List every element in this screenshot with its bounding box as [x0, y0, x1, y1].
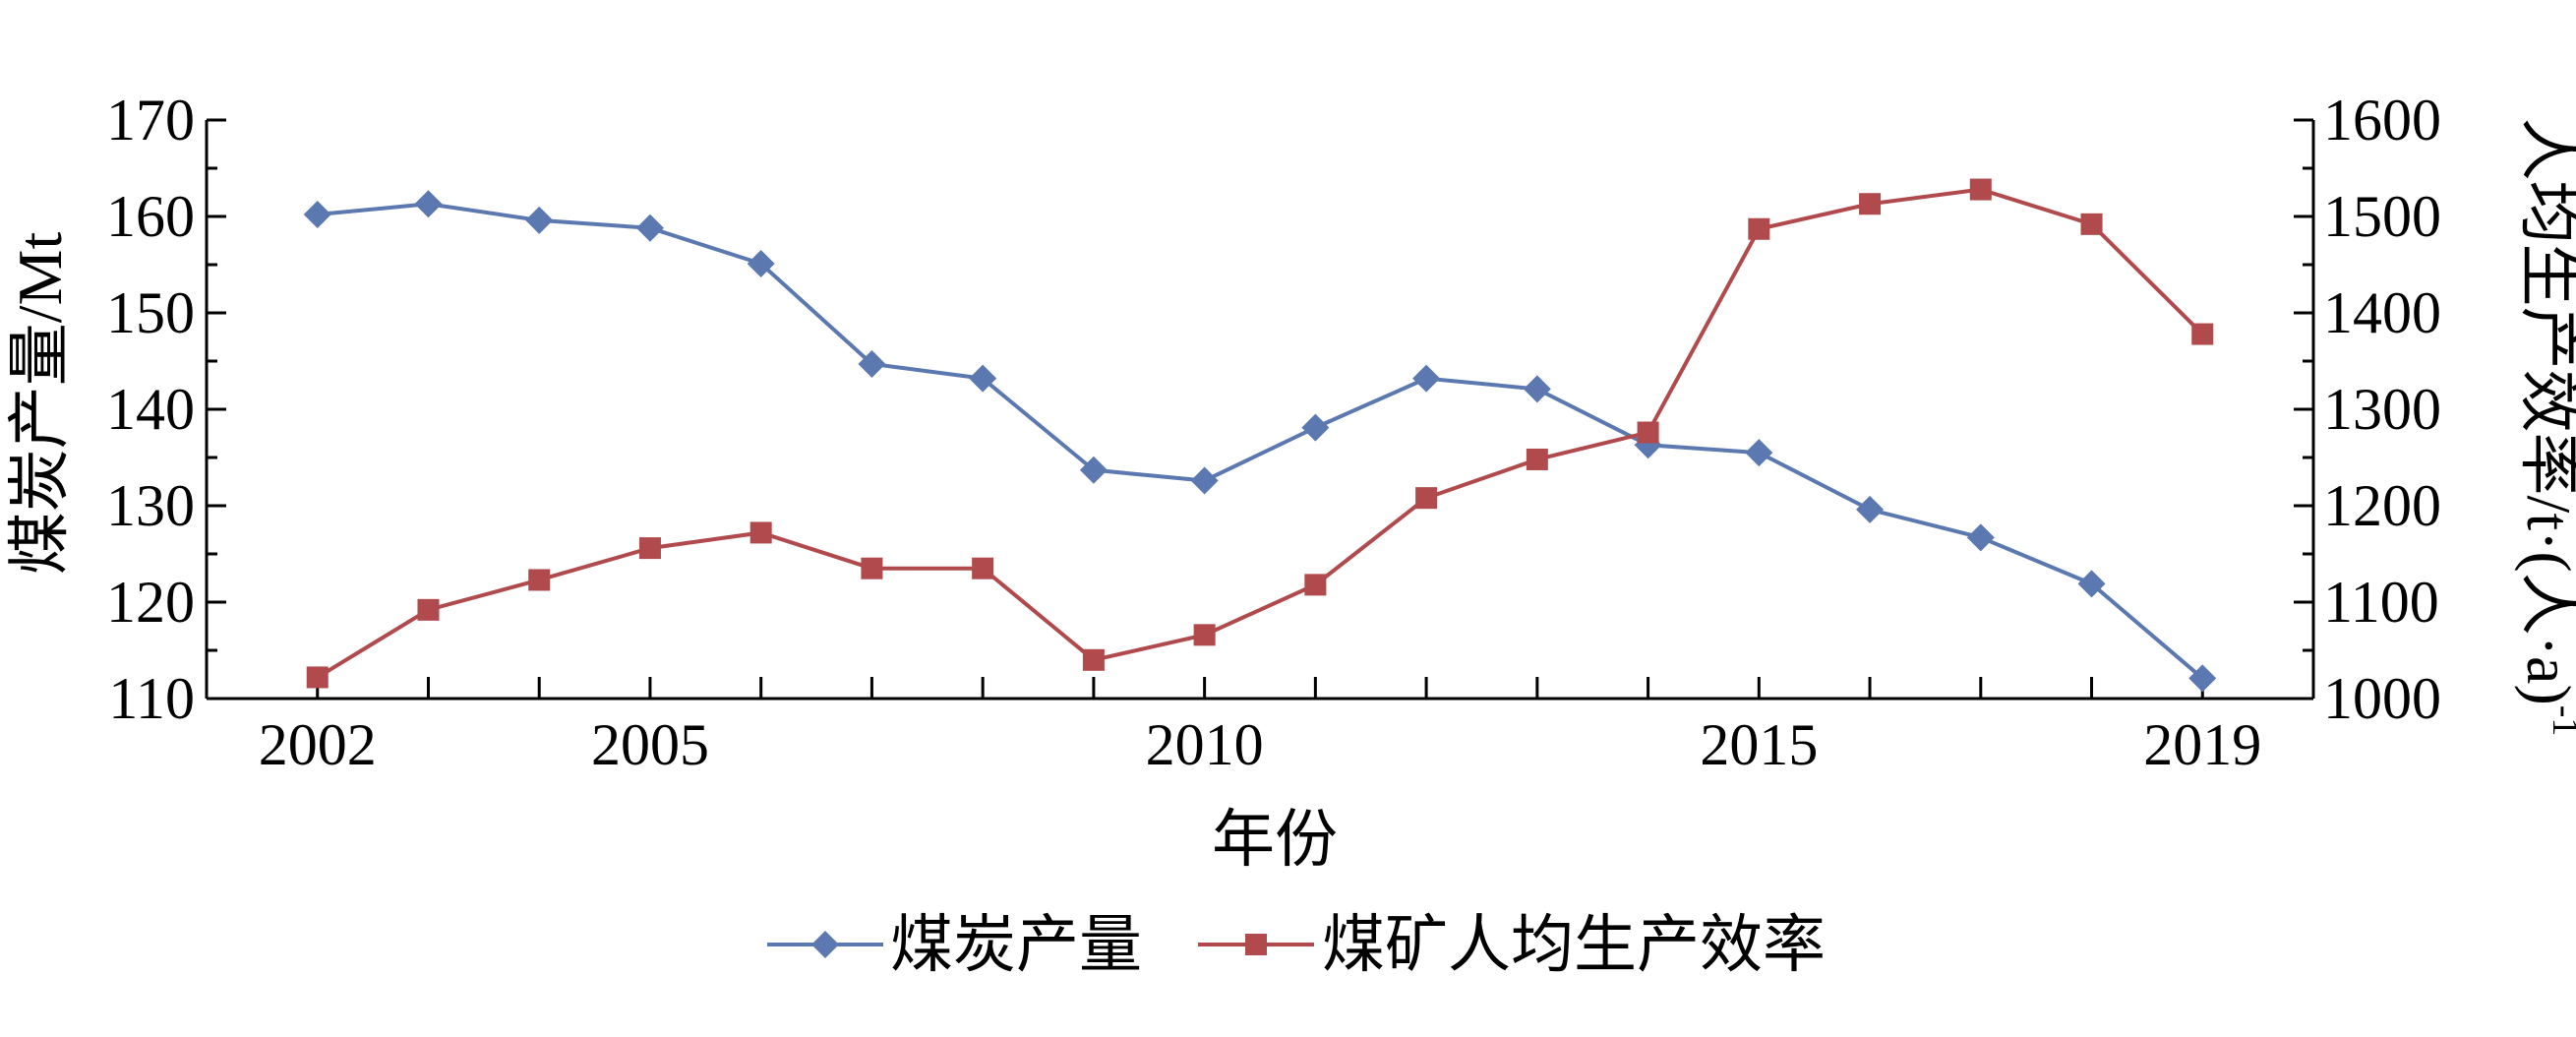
right-y-tick-label: 1500	[2323, 184, 2441, 249]
legend-item: 煤炭产量	[767, 910, 1142, 980]
right-y-tick-label: 1200	[2323, 473, 2441, 538]
square-marker	[417, 598, 440, 621]
left-y-tick-label: 140	[106, 377, 195, 442]
right-y-tick-label: 1000	[2323, 666, 2441, 731]
right-y-tick-label: 1400	[2323, 280, 2441, 345]
diamond-marker	[1523, 375, 1551, 403]
diamond-marker	[969, 364, 997, 393]
diamond-marker	[858, 349, 886, 378]
square-marker	[861, 557, 883, 580]
square-marker	[2080, 213, 2103, 235]
left-y-tick-label: 160	[106, 184, 195, 249]
square-marker	[1082, 648, 1105, 671]
square-marker	[638, 537, 661, 560]
square-marker	[1193, 624, 1216, 646]
x-tick-label: 2010	[1146, 712, 1264, 777]
x-tick-label: 2019	[2143, 712, 2261, 777]
x-tick-label: 2015	[1700, 712, 1818, 777]
diamond-marker	[2188, 664, 2217, 693]
diamond-marker	[303, 201, 331, 229]
square-marker	[1304, 574, 1327, 596]
left-y-tick-label: 150	[106, 280, 195, 345]
right-y-tick-label: 1300	[2323, 377, 2441, 442]
square-marker	[2191, 323, 2214, 345]
legend-label: 煤炭产量	[890, 910, 1142, 980]
diamond-marker	[1079, 456, 1108, 484]
right-y-tick-label: 1100	[2323, 570, 2439, 635]
series-2	[306, 178, 2214, 689]
diamond-marker	[1301, 413, 1330, 442]
square-marker	[1415, 487, 1438, 510]
legend-marker	[1245, 934, 1267, 955]
x-axis-title: 年份	[1212, 805, 1338, 875]
square-marker	[1526, 448, 1548, 470]
series-line	[316, 187, 2204, 680]
legend-item: 煤矿人均生产效率	[1198, 910, 1826, 980]
diamond-marker	[1190, 466, 1219, 495]
left-y-tick-label: 110	[108, 666, 195, 731]
right-axis-title: 人均生产效率/t·(人·a)	[2514, 118, 2576, 705]
square-marker	[1969, 178, 1992, 201]
square-marker	[1859, 193, 1882, 215]
square-marker	[1748, 217, 1770, 240]
diamond-marker	[1856, 495, 1885, 523]
ticks: 110 120 130 140 150 160 170 1000 1100 1200 1300 140…	[106, 88, 2441, 777]
square-marker	[528, 569, 551, 591]
right-y-tick-label: 1600	[2323, 88, 2441, 152]
square-marker	[1637, 421, 1659, 444]
diamond-marker	[1412, 364, 1441, 393]
series-line	[317, 202, 2204, 680]
series-1	[303, 190, 2217, 693]
square-marker	[306, 666, 329, 689]
diamond-marker	[1966, 523, 1995, 552]
left-y-tick-label: 130	[106, 473, 195, 538]
x-tick-label: 2005	[591, 712, 709, 777]
series-layer	[303, 178, 2217, 693]
right-axis-title-group: 人均生产效率/t·(人·a)-1	[2514, 118, 2576, 737]
diamond-marker	[525, 206, 554, 234]
left-y-tick-label: 120	[106, 570, 195, 635]
legend-label: 煤矿人均生产效率	[1322, 910, 1826, 980]
diamond-marker	[1745, 439, 1773, 467]
legend: 煤炭产量 煤矿人均生产效率	[767, 910, 1826, 980]
diamond-marker	[414, 190, 443, 218]
diamond-marker	[2077, 570, 2106, 598]
square-marker	[749, 521, 772, 544]
square-marker	[972, 557, 994, 580]
legend-marker	[811, 931, 839, 958]
diamond-marker	[747, 250, 775, 278]
left-axis-title: 煤炭产量/Mt	[5, 232, 75, 576]
right-axis-title-superscript: -1	[2545, 705, 2576, 737]
x-tick-label: 2002	[259, 712, 377, 777]
left-y-tick-label: 170	[106, 88, 195, 152]
diamond-marker	[635, 214, 664, 242]
